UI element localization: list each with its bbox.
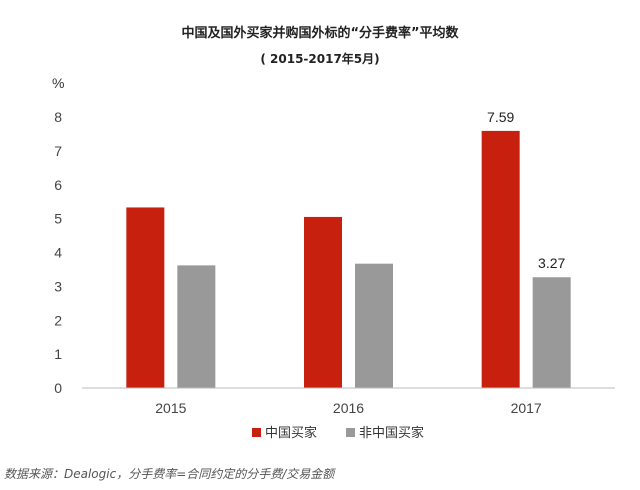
y-tick-label: 7 <box>54 143 62 159</box>
bar-2015-non-chinese-buyer <box>177 265 216 388</box>
y-tick-label: 2 <box>54 312 62 328</box>
bar-2017-non-chinese-buyer <box>532 277 571 388</box>
source-note: 数据来源：Dealogic，分手费率=合同约定的分手费/交易金额 <box>4 467 336 481</box>
data-labels: 7.59 3.27 <box>487 109 565 271</box>
bar-2016-chinese-buyer <box>304 216 342 388</box>
legend-swatch <box>252 428 261 437</box>
y-axis-ticks: 0 1 2 3 4 5 6 7 8 <box>54 109 62 396</box>
chart-title: 中国及国外买家并购国外标的“分手费率”平均数 <box>181 25 459 41</box>
bars <box>126 130 571 389</box>
data-label: 3.27 <box>538 255 565 271</box>
bar-2015-chinese-buyer <box>126 207 165 388</box>
y-tick-label: 8 <box>54 109 62 125</box>
x-tick-label: 2016 <box>333 400 364 416</box>
x-tick-label: 2017 <box>511 400 542 416</box>
y-axis-unit: % <box>52 75 64 91</box>
legend-label: 中国买家 <box>265 425 317 441</box>
y-tick-label: 5 <box>54 211 62 227</box>
y-tick-label: 3 <box>54 278 62 294</box>
y-tick-label: 0 <box>54 380 62 396</box>
y-tick-label: 4 <box>54 245 62 261</box>
legend: 中国买家 非中国买家 <box>252 425 424 441</box>
bar-2016-non-chinese-buyer <box>355 263 393 388</box>
x-tick-label: 2015 <box>155 400 186 416</box>
chart-subtitle: ( 2015-2017年5月) <box>260 51 379 66</box>
bar-2017-chinese-buyer <box>481 130 520 389</box>
legend-label: 非中国买家 <box>359 425 424 441</box>
x-axis-ticks: 2015 2016 2017 <box>155 400 542 416</box>
y-tick-label: 1 <box>54 346 62 362</box>
data-label: 7.59 <box>487 109 514 125</box>
y-tick-label: 6 <box>54 177 62 193</box>
legend-swatch <box>346 428 355 437</box>
